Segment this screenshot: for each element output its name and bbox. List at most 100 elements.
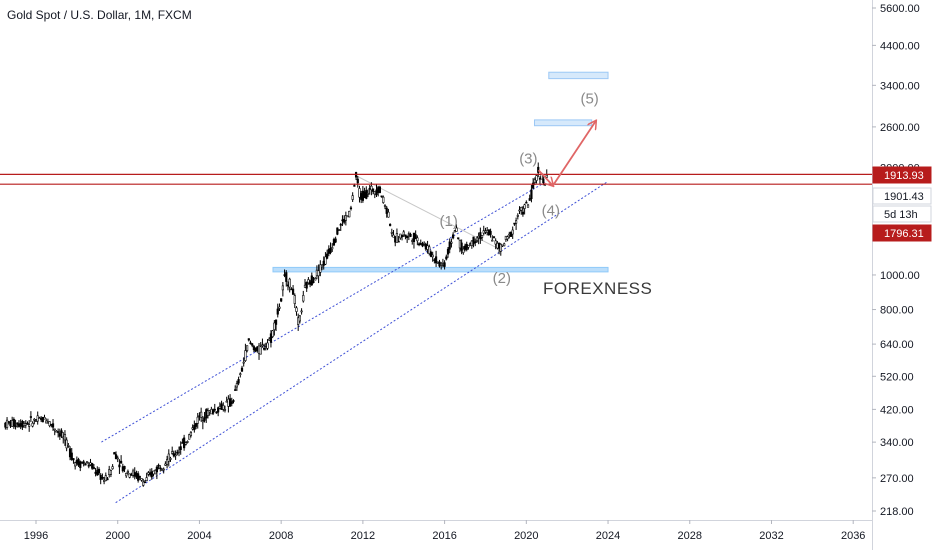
candle-body: [186, 441, 189, 443]
y-tick-label: 2600.00: [880, 122, 920, 134]
candle-body: [208, 410, 211, 413]
candle-body: [446, 248, 450, 255]
candle-body: [123, 466, 126, 470]
candle-body: [99, 474, 102, 480]
candle-body: [348, 210, 351, 218]
candle-body: [9, 421, 12, 427]
candle-body: [17, 424, 21, 427]
candle-body: [16, 422, 19, 425]
candle-body: [198, 415, 201, 417]
x-tick-label: 2028: [678, 530, 702, 542]
candle-body: [366, 193, 370, 195]
candle-body: [400, 235, 404, 238]
candle-body: [79, 461, 82, 468]
candle-body: [106, 478, 109, 481]
candle-body: [370, 185, 373, 191]
candle-body: [147, 472, 150, 475]
symbol-title: Gold Spot / U.S. Dollar, 1M, FXCM: [7, 8, 192, 22]
candle-body: [7, 421, 10, 423]
candle-body: [320, 264, 324, 268]
candle-body: [271, 330, 274, 337]
candle-body: [452, 234, 455, 239]
candle-body: [440, 263, 443, 266]
candle-body: [526, 204, 530, 208]
candle-body: [298, 315, 301, 322]
candle-body: [315, 269, 319, 277]
candle-body: [84, 463, 87, 466]
candle-body: [371, 188, 375, 192]
candle-body: [230, 401, 233, 404]
candle-body: [288, 278, 291, 288]
candle-body: [336, 227, 339, 235]
support-zone: [272, 266, 609, 273]
candle-body: [297, 317, 300, 325]
candle-body: [343, 218, 346, 223]
candle-body: [240, 367, 244, 372]
candle-body: [404, 234, 407, 237]
candle-body: [409, 233, 412, 237]
price-badge-label: 5d 13h: [884, 209, 918, 221]
x-tick-label: 2000: [105, 530, 129, 542]
candle-body: [419, 243, 422, 245]
candle-body: [417, 243, 421, 246]
candle-body: [487, 229, 490, 236]
candle-body: [237, 379, 240, 384]
candle-body: [96, 469, 99, 476]
candle-body: [242, 361, 245, 364]
candle-body: [67, 445, 70, 447]
candle-body: [177, 450, 181, 453]
candle-body: [274, 319, 278, 325]
candle-body: [412, 232, 416, 242]
y-tick-label: 1000.00: [880, 270, 920, 282]
candle-body: [530, 189, 533, 200]
candle-body: [479, 232, 482, 239]
candle-body: [423, 242, 426, 245]
candle-body: [113, 452, 116, 455]
candle-body: [361, 190, 364, 201]
candle-body: [290, 288, 293, 291]
candle-body: [5, 419, 9, 428]
x-tick-label: 2008: [269, 530, 293, 542]
candle-body: [142, 481, 145, 486]
candle-body: [295, 307, 298, 312]
candle-body: [196, 416, 199, 424]
candle-body: [87, 464, 90, 467]
x-tick-label: 1996: [24, 530, 48, 542]
candle-body: [201, 420, 204, 423]
watermark-text: FOREXNESS: [543, 279, 652, 298]
candle-body: [125, 473, 128, 477]
candle-body: [92, 467, 95, 469]
candle-body: [331, 247, 334, 250]
candle-body: [390, 232, 393, 234]
candle-body: [48, 421, 51, 427]
candle-body: [280, 298, 283, 302]
x-tick-label: 2024: [596, 530, 620, 542]
y-tick-label: 218.00: [880, 506, 914, 518]
candle-body: [159, 467, 162, 470]
candle-body: [511, 229, 514, 235]
candle-body: [322, 260, 325, 266]
candle-body: [429, 251, 433, 257]
candle-body: [181, 442, 184, 444]
candle-body: [58, 433, 61, 437]
candle-body: [341, 219, 344, 222]
candle-body: [303, 284, 307, 288]
candle-body: [268, 338, 271, 341]
price-badge: [872, 224, 932, 242]
candle-body: [453, 230, 456, 233]
candle-body: [235, 383, 238, 388]
candle-body: [75, 459, 78, 464]
candle-body: [407, 233, 410, 235]
candle-body: [368, 187, 371, 190]
price-badge-label: 1901.43: [884, 191, 924, 203]
candle-body: [503, 243, 506, 247]
candle-body: [521, 211, 525, 215]
candle-body: [326, 253, 329, 259]
candle-body: [89, 462, 92, 465]
candle-body: [150, 471, 153, 478]
candle-body: [232, 400, 235, 402]
price-badge-label: 1913.93: [884, 170, 924, 182]
candle-body: [133, 472, 136, 477]
